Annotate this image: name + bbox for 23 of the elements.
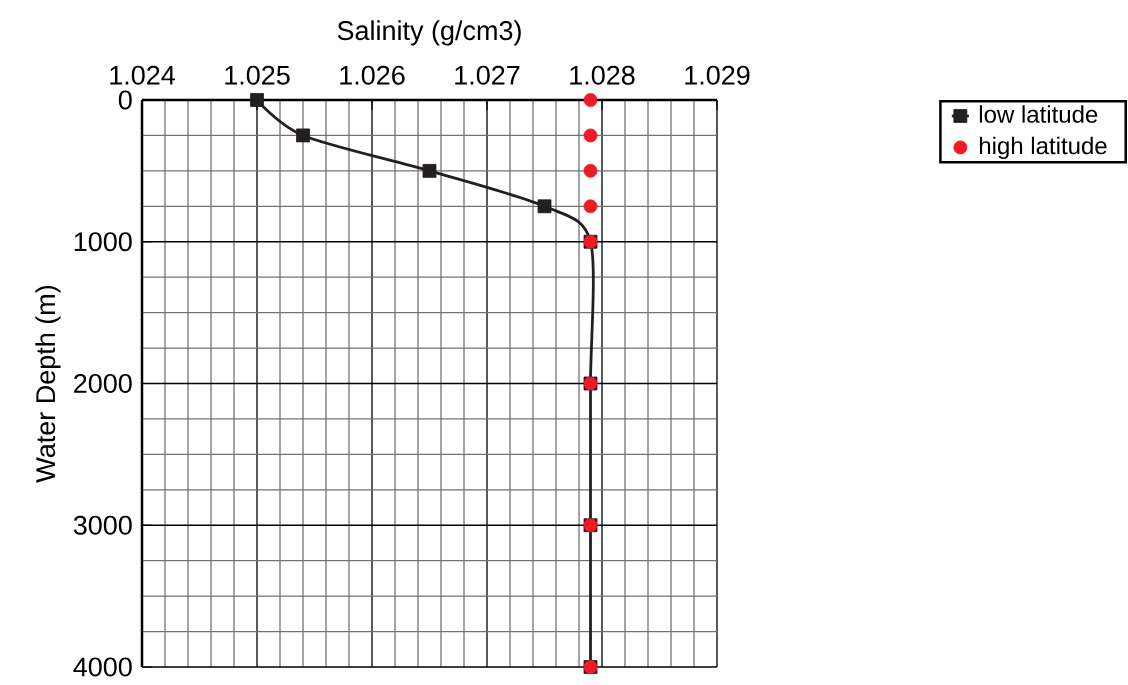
point [250, 93, 264, 107]
point [583, 163, 598, 178]
y-tick-label: 2000 [74, 373, 132, 394]
legend-label: high latitude [979, 136, 1107, 160]
point [537, 199, 552, 214]
y-tick-label: 0 [118, 90, 132, 110]
x-tick-label: 1.026 [340, 65, 405, 85]
x-tick-label: 1.029 [685, 65, 750, 85]
y-tick-label: 1000 [74, 232, 132, 252]
point [583, 93, 598, 107]
y-axis-title: Water Depth (m) [35, 285, 61, 483]
y-tick-label: 4000 [73, 657, 132, 677]
x-axis-title: Salinity (g/cm3) [337, 20, 521, 46]
x-tick-label: 1.028 [570, 65, 635, 85]
x-tick-label: 1.025 [225, 65, 290, 85]
point [583, 199, 598, 214]
legend-label: low latitude [979, 105, 1098, 123]
y-tick-label: 3000 [73, 515, 132, 535]
x-tick-label: 1.024 [110, 65, 175, 85]
point [296, 128, 310, 143]
point [583, 128, 598, 143]
point [422, 163, 437, 178]
x-tick-label: 1.027 [455, 65, 520, 85]
